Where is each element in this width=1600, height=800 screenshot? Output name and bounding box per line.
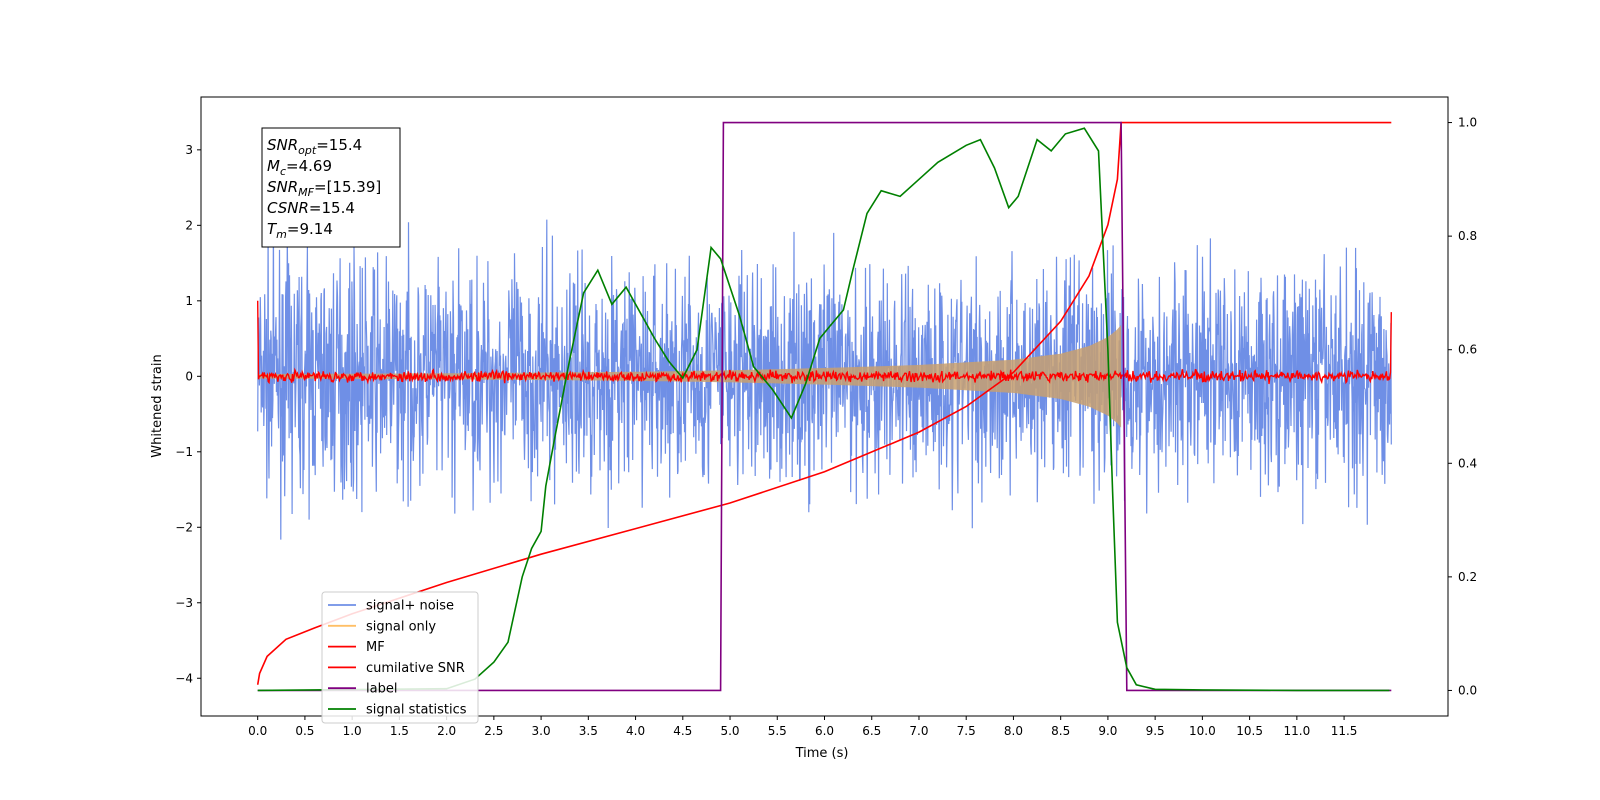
x-tick-label: 6.5 <box>862 724 881 738</box>
x-tick-label: 11.5 <box>1331 724 1358 738</box>
y-tick-label: 2 <box>185 218 193 232</box>
annotation-line: CSNR=15.4 <box>267 199 355 217</box>
y2-tick-label: 0.4 <box>1458 456 1477 470</box>
y2-tick-label: 0.8 <box>1458 229 1477 243</box>
y-tick-label: 0 <box>185 369 193 383</box>
series-mf <box>257 300 1392 385</box>
legend-label: cumilative SNR <box>366 661 465 676</box>
legend: signal+ noise signal only MF cumilative SNR… <box>321 591 479 724</box>
x-tick-label: 3.0 <box>532 724 551 738</box>
x-tick-label: 7.0 <box>909 724 928 738</box>
y-tick-label: 1 <box>185 294 193 308</box>
y2-tick-label: 0.2 <box>1458 570 1477 584</box>
legend-label: MF <box>366 640 385 655</box>
y-axis-label: Whitened strain <box>150 354 165 457</box>
x-tick-label: 0.0 <box>248 724 267 738</box>
y-tick-label: −4 <box>175 671 193 685</box>
y-tick-label: 3 <box>185 143 193 157</box>
x-tick-label: 9.5 <box>1146 724 1165 738</box>
x-tick-label: 5.0 <box>720 724 739 738</box>
x-tick-label: 10.0 <box>1189 724 1216 738</box>
x-tick-label: 0.5 <box>295 724 314 738</box>
annotation-line: SNRopt=15.4 <box>267 136 362 157</box>
series-cumulative-snr <box>256 121 1392 685</box>
x-tick-label: 4.5 <box>673 724 692 738</box>
x-tick-label: 8.5 <box>1051 724 1070 738</box>
x-tick-label: 11.0 <box>1283 724 1310 738</box>
y-tick-label: −3 <box>175 596 193 610</box>
y-tick-label: −2 <box>175 520 193 534</box>
x-tick-label: 1.0 <box>343 724 362 738</box>
annotation-line: Mc=4.69 <box>267 157 332 178</box>
x-tick-label: 2.5 <box>484 724 503 738</box>
series-signal-statistics <box>257 127 1390 692</box>
x-tick-label: 10.5 <box>1236 724 1263 738</box>
legend-label: signal statistics <box>366 703 467 718</box>
y-tick-label: −1 <box>175 445 193 459</box>
series-label <box>257 121 1392 692</box>
annotation-line: Tm=9.14 <box>267 220 333 241</box>
y-axis-left: 3 2 1 0 −1 −2 −3 −4 <box>175 143 201 685</box>
x-tick-label: 2.0 <box>437 724 456 738</box>
series-layer <box>256 121 1392 692</box>
x-tick-label: 7.5 <box>957 724 976 738</box>
y2-tick-label: 1.0 <box>1458 116 1477 130</box>
x-tick-label: 1.5 <box>390 724 409 738</box>
x-axis: 0.0 0.5 1.0 1.5 2.0 2.5 3.0 3.5 4.0 4.5 5.0 5.5 6.0 6… <box>248 716 1357 738</box>
x-tick-label: 4.0 <box>626 724 645 738</box>
x-tick-label: 3.5 <box>579 724 598 738</box>
x-axis-label: Time (s) <box>795 746 849 761</box>
y2-tick-label: 0.6 <box>1458 343 1477 357</box>
y-axis-right: 1.0 0.8 0.6 0.4 0.2 0.0 <box>1448 116 1477 697</box>
legend-label: label <box>366 682 397 697</box>
legend-label: signal only <box>366 619 436 634</box>
x-tick-label: 9.0 <box>1098 724 1117 738</box>
annotation-box: SNRopt=15.4Mc=4.69SNRMF=[15.39]CSNR=15.4… <box>261 127 401 248</box>
annotation-line: SNRMF=[15.39] <box>267 178 381 199</box>
x-tick-label: 8.0 <box>1004 724 1023 738</box>
x-tick-label: 6.0 <box>815 724 834 738</box>
y2-tick-label: 0.0 <box>1458 683 1477 697</box>
x-tick-label: 5.5 <box>768 724 787 738</box>
legend-label: signal+ noise <box>366 599 454 614</box>
